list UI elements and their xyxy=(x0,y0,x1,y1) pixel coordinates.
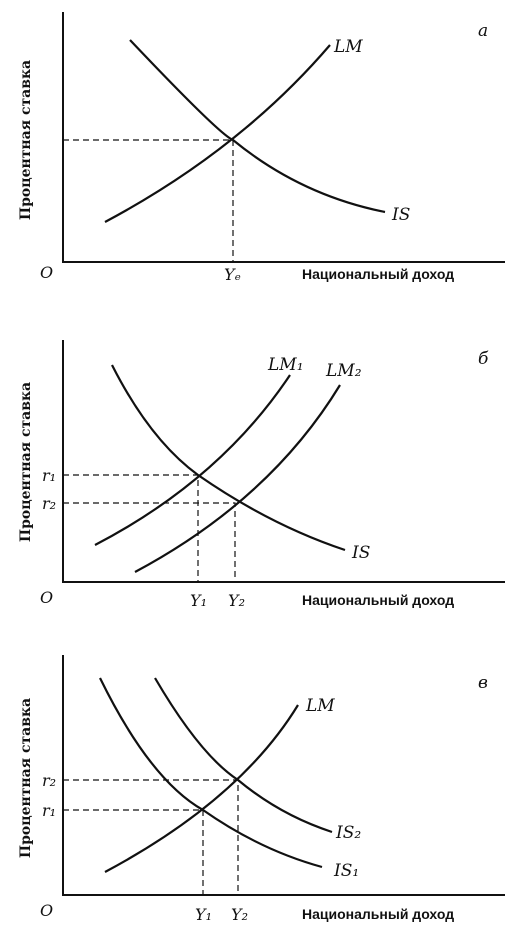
guide-line xyxy=(63,779,239,895)
curve-label: LM₂ xyxy=(325,361,362,381)
y-axis-label: Процентная ставка xyxy=(18,382,34,542)
guide-line xyxy=(63,139,234,262)
x-tick-label: Y₁ xyxy=(190,591,207,610)
panel-letter: в xyxy=(478,673,488,693)
axes xyxy=(62,12,505,263)
is1-curve xyxy=(99,677,323,869)
lm-curve xyxy=(104,44,331,223)
origin-label: O xyxy=(40,588,53,607)
x-tick-label: Yₑ xyxy=(224,265,241,284)
curve-label: LM xyxy=(333,37,363,57)
guide-line xyxy=(63,809,204,895)
axes xyxy=(62,340,505,583)
lm1-curve xyxy=(94,374,291,546)
lm-curve xyxy=(104,704,299,873)
panel-c: в LM IS₂ IS₁ O Y₁ Y₂ r₂ r₁ Национальный … xyxy=(18,655,505,924)
curve-label: IS xyxy=(351,543,370,563)
curve-label: LM₁ xyxy=(267,355,304,375)
is-curve xyxy=(111,364,346,552)
curve-label: IS xyxy=(391,205,410,225)
lm2-curve xyxy=(134,384,341,573)
guide-line xyxy=(63,502,236,582)
y-axis-label: Процентная ставка xyxy=(18,698,34,858)
curve-label: IS₁ xyxy=(333,861,359,881)
origin-label: O xyxy=(40,263,53,282)
x-axis-label: Национальный доход xyxy=(302,906,454,922)
axes xyxy=(62,655,505,896)
panel-letter: а xyxy=(478,21,488,41)
x-tick-label: Y₁ xyxy=(195,905,212,924)
y-tick-label: r₁ xyxy=(42,801,56,820)
x-axis-label: Национальный доход xyxy=(302,266,454,282)
y-tick-label: r₂ xyxy=(42,771,56,790)
origin-label: O xyxy=(40,901,53,920)
y-tick-label: r₁ xyxy=(42,466,56,485)
is-curve xyxy=(129,39,386,214)
y-axis-label: Процентная ставка xyxy=(18,60,34,220)
x-tick-label: Y₂ xyxy=(231,905,248,924)
x-axis-label: Национальный доход xyxy=(302,592,454,608)
panel-a: а LM IS O Yₑ Национальный доход Процентн… xyxy=(18,12,505,284)
x-tick-label: Y₂ xyxy=(228,591,245,610)
panel-b: б LM₁ LM₂ IS O Y₁ Y₂ r₁ r₂ Национальный … xyxy=(18,340,505,610)
guide-line xyxy=(63,474,199,582)
y-tick-label: r₂ xyxy=(42,494,56,513)
panel-letter: б xyxy=(478,349,489,369)
curve-label: IS₂ xyxy=(335,823,361,843)
curve-label: LM xyxy=(305,696,335,716)
